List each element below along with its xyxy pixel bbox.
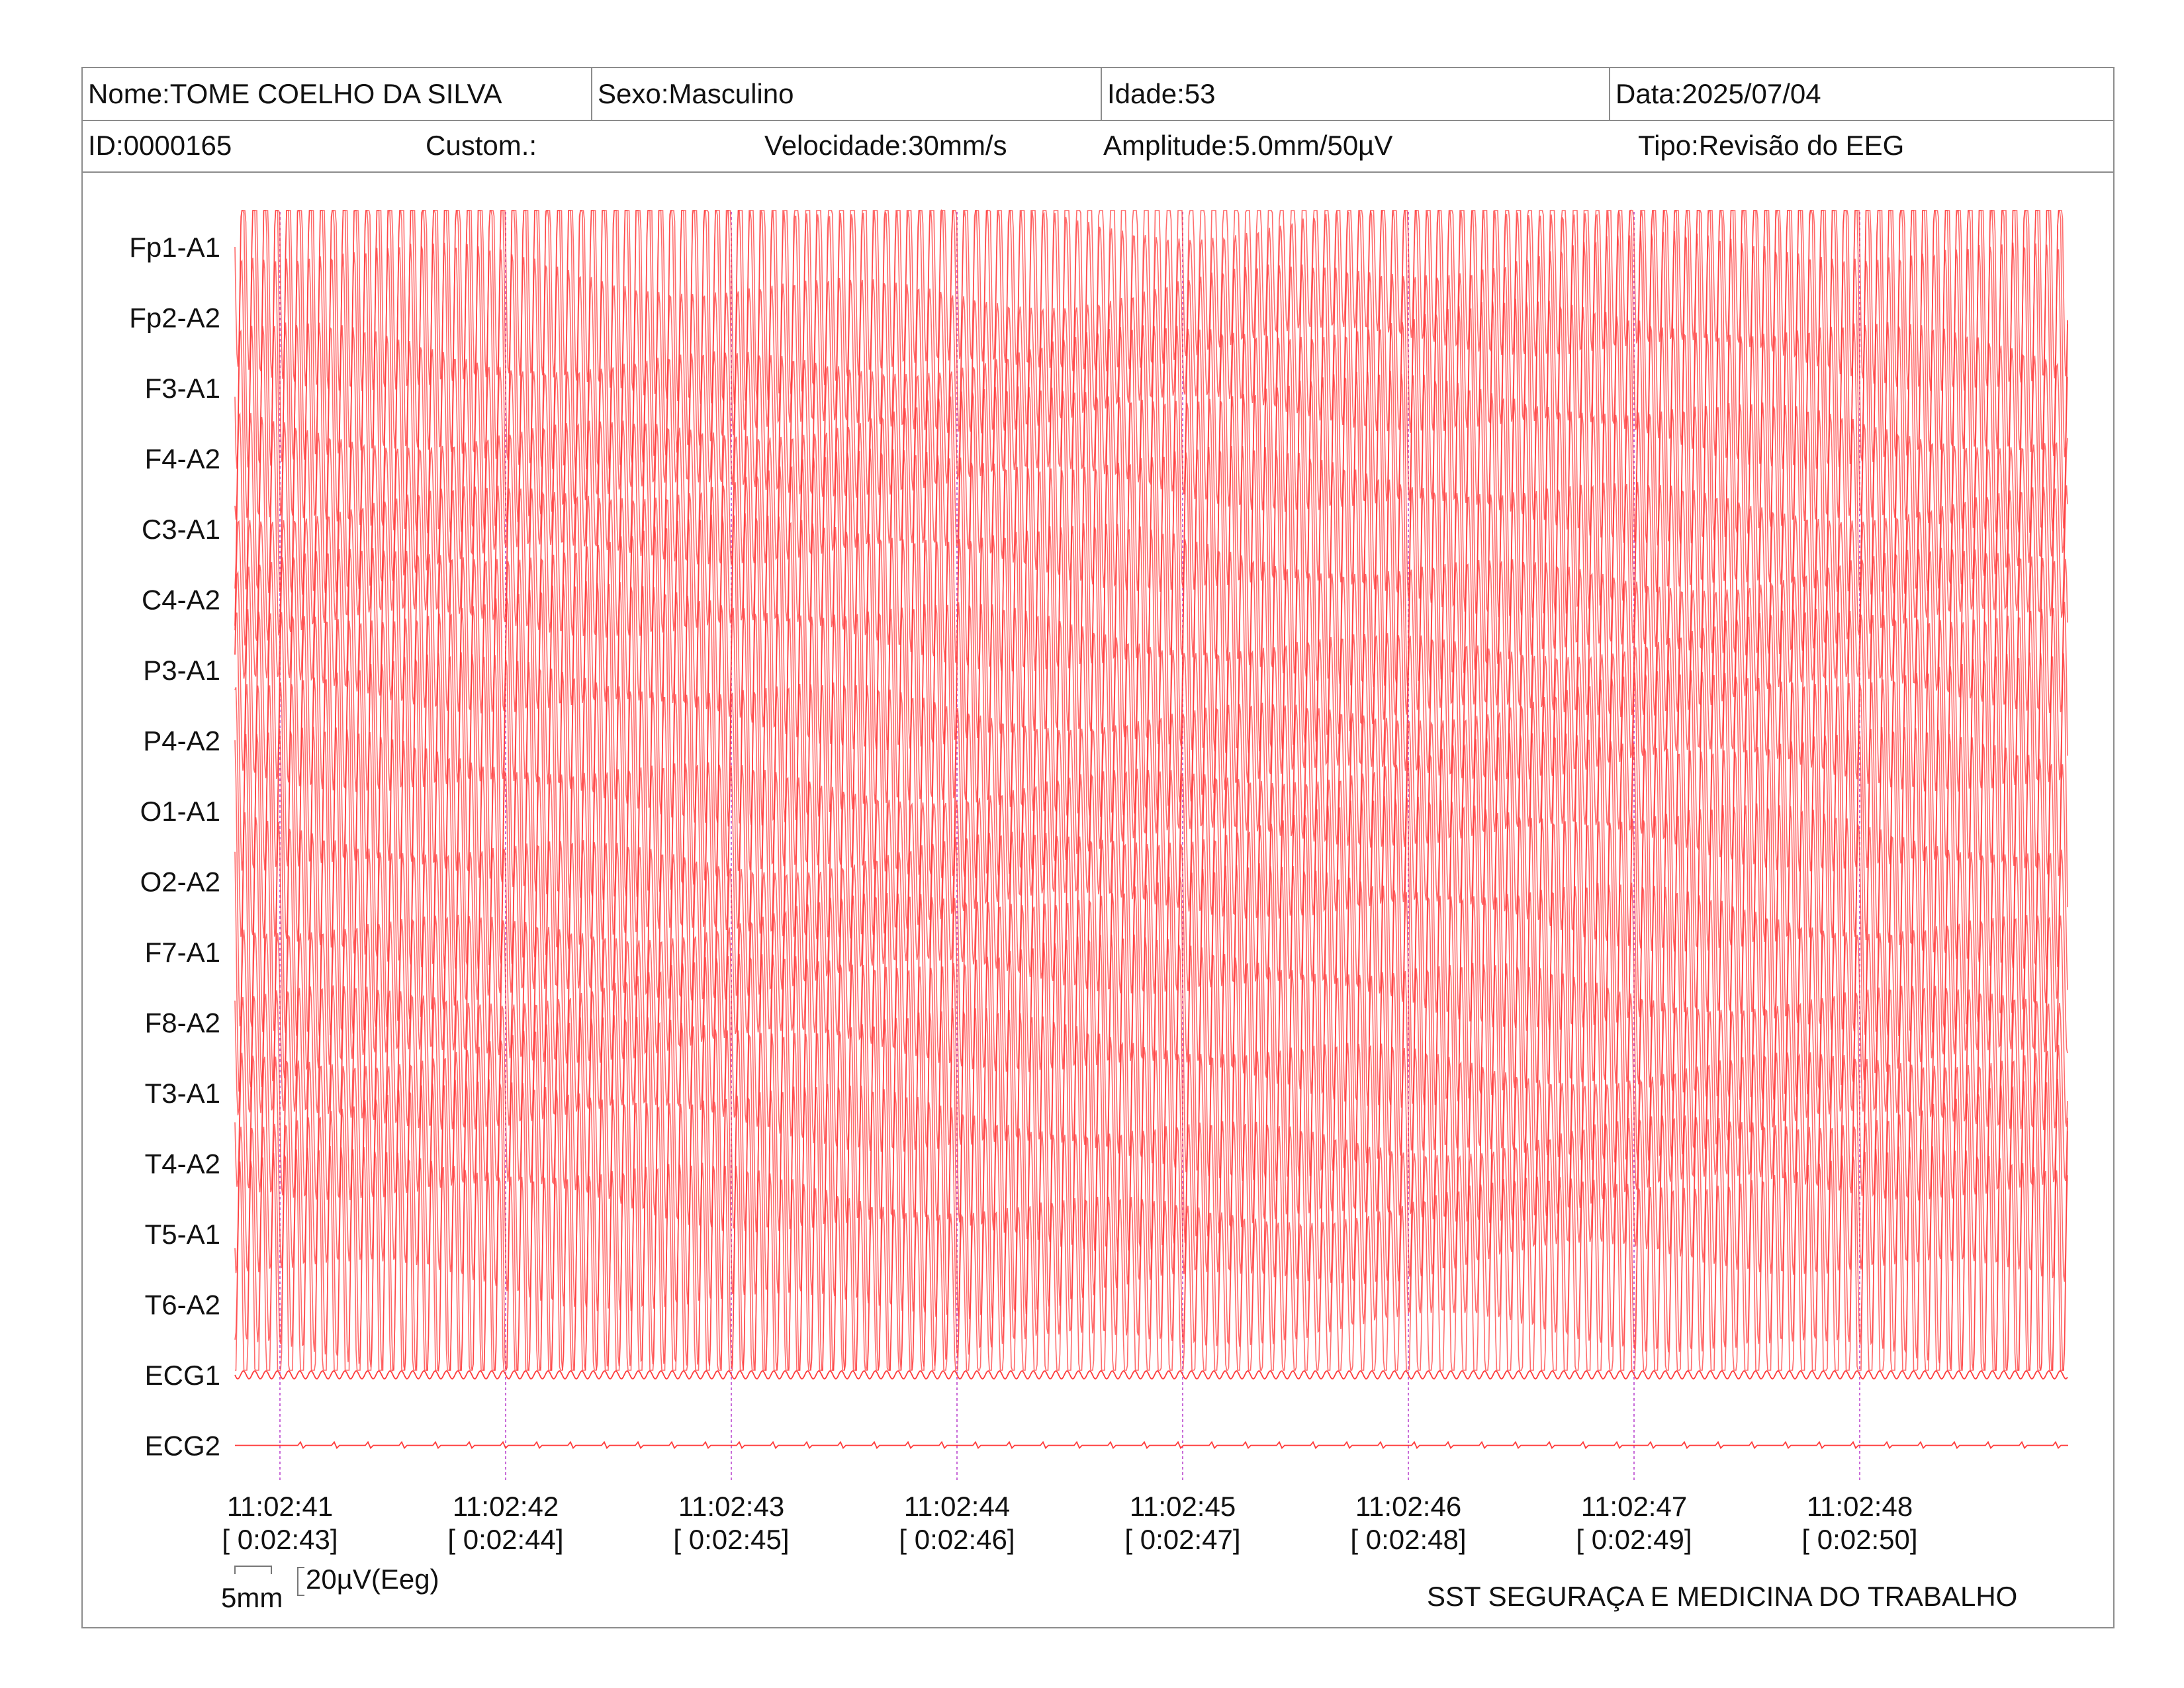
elapsed-time-label: [ 0:02:45] (673, 1524, 789, 1555)
scale-bar-horizontal-icon (234, 1566, 272, 1574)
channel-label: O2-A2 (140, 867, 220, 898)
channel-label: T4-A2 (145, 1149, 220, 1180)
elapsed-time-label: [ 0:02:43] (222, 1524, 338, 1555)
time-label: 11:02:44 (904, 1491, 1010, 1522)
patient-id: ID:0000165 (88, 130, 232, 161)
scale-bar-vertical-icon (297, 1567, 304, 1596)
channel-label: F4-A2 (145, 444, 220, 475)
exam-date: Data:2025/07/04 (1615, 78, 1821, 109)
exam-type: Tipo:Revisão do EEG (1638, 130, 1905, 161)
channel-label: ECG2 (145, 1430, 220, 1462)
header-row-patient: Nome:TOME COELHO DA SILVA Sexo:Masculino… (83, 68, 2113, 121)
eeg-trace (234, 796, 2068, 1108)
scale-bar-icon (234, 1566, 304, 1596)
channel-label: Fp1-A1 (129, 232, 220, 263)
channel-label: T5-A1 (145, 1219, 220, 1250)
eeg-report: Nome:TOME COELHO DA SILVA Sexo:Masculino… (81, 67, 2115, 1628)
elapsed-time-label: [ 0:02:49] (1576, 1524, 1692, 1555)
eeg-trace (235, 1145, 2068, 1371)
eeg-trace (234, 210, 2068, 404)
channel-label: T6-A2 (145, 1289, 220, 1321)
channel-label: C3-A1 (142, 514, 220, 545)
eeg-trace (234, 581, 2068, 900)
eeg-traces (234, 209, 2068, 1450)
time-axis-labels: 11:02:41[ 0:02:43] 11:02:42[ 0:02:44] 11:0… (222, 1491, 1917, 1555)
channel-label: P3-A1 (143, 655, 220, 686)
channel-label: ECG1 (145, 1360, 220, 1391)
eeg-trace (234, 863, 2068, 1182)
custom-field: Custom.: (426, 130, 537, 161)
elapsed-time-label: [ 0:02:46] (899, 1524, 1015, 1555)
channel-labels: Fp1-A1 Fp2-A2 F3-A1 F4-A2 C3-A1 C4-A2 P3-A1 P4-… (129, 232, 220, 1462)
channel-label: O1-A1 (140, 796, 220, 827)
elapsed-time-label: [ 0:02:50] (1801, 1524, 1917, 1555)
time-label: 11:02:43 (678, 1491, 784, 1522)
ecg2-trace (235, 1440, 2068, 1450)
header-row-exam: ID:0000165 Custom.: Velocidade:30mm/s Am… (83, 120, 2113, 173)
time-label: 11:02:41 (227, 1491, 333, 1522)
elapsed-time-label: [ 0:02:47] (1124, 1524, 1240, 1555)
eeg-trace (234, 652, 2068, 970)
channel-label: F8-A2 (145, 1008, 220, 1039)
patient-sex: Sexo:Masculino (592, 68, 1102, 120)
amplitude-setting: Amplitude:5.0mm/50µV (1103, 130, 1393, 161)
company-name: SST SEGURAÇA E MEDICINA DO TRABALHO (1427, 1581, 2018, 1612)
channel-label: C4-A2 (142, 585, 220, 616)
patient-age: Idade:53 (1102, 68, 1610, 120)
elapsed-time-label: [ 0:02:48] (1350, 1524, 1466, 1555)
ecg1-trace (234, 1370, 2068, 1380)
time-label: 11:02:42 (453, 1491, 559, 1522)
elapsed-time-label: [ 0:02:44] (447, 1524, 563, 1555)
channel-label: F7-A1 (145, 937, 220, 968)
scale-mm-label: 5mm (221, 1582, 283, 1613)
eeg-trace (234, 726, 2068, 1037)
channel-label: T3-A1 (145, 1078, 220, 1109)
time-label: 11:02:47 (1581, 1491, 1687, 1522)
scale-uv-label: 20µV(Eeg) (306, 1564, 439, 1595)
time-label: 11:02:45 (1130, 1491, 1236, 1522)
speed-setting: Velocidade:30mm/s (764, 130, 1007, 161)
time-label: 11:02:48 (1807, 1491, 1913, 1522)
channel-label: F3-A1 (145, 373, 220, 404)
patient-name: Nome:TOME COELHO DA SILVA (83, 68, 592, 120)
channel-label: P4-A2 (143, 726, 220, 757)
time-label: 11:02:46 (1355, 1491, 1461, 1522)
channel-label: Fp2-A2 (129, 303, 220, 334)
